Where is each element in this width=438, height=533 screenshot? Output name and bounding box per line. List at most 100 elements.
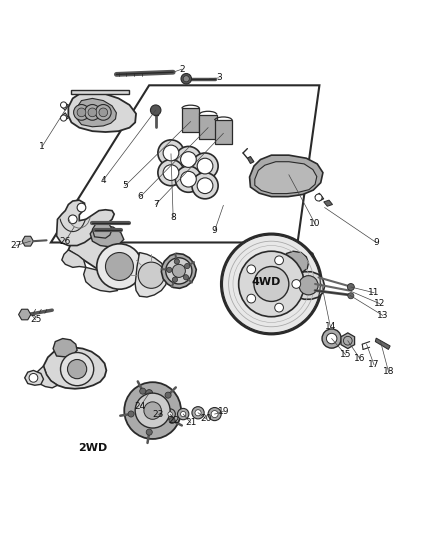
Circle shape [88, 108, 97, 117]
Text: 9: 9 [373, 238, 379, 247]
Polygon shape [84, 268, 118, 292]
Polygon shape [315, 193, 324, 201]
Circle shape [138, 262, 164, 288]
Circle shape [169, 417, 175, 424]
Circle shape [146, 390, 152, 397]
Polygon shape [92, 222, 112, 238]
Circle shape [174, 259, 180, 264]
Circle shape [168, 412, 172, 416]
Circle shape [192, 173, 218, 199]
Text: 2WD: 2WD [78, 443, 107, 453]
Circle shape [124, 382, 181, 439]
Circle shape [140, 388, 146, 394]
Circle shape [155, 410, 164, 418]
Text: 27: 27 [10, 241, 21, 250]
Polygon shape [18, 309, 31, 320]
Polygon shape [290, 272, 325, 299]
Polygon shape [62, 250, 86, 268]
Circle shape [247, 294, 256, 303]
Circle shape [180, 152, 196, 167]
Text: 4: 4 [100, 175, 106, 184]
Text: 11: 11 [368, 288, 380, 297]
Circle shape [172, 264, 185, 277]
Circle shape [192, 153, 218, 179]
Polygon shape [215, 120, 232, 144]
Text: 21: 21 [185, 418, 196, 427]
Text: 18: 18 [383, 367, 394, 376]
Text: 8: 8 [170, 213, 176, 222]
Text: 19: 19 [218, 407, 229, 416]
Circle shape [172, 277, 177, 282]
Circle shape [315, 194, 322, 201]
Text: 16: 16 [354, 354, 365, 362]
Circle shape [163, 165, 179, 181]
Polygon shape [161, 253, 196, 288]
Circle shape [322, 329, 341, 348]
Polygon shape [22, 236, 33, 246]
Circle shape [158, 159, 184, 185]
Polygon shape [53, 338, 77, 357]
Polygon shape [341, 333, 355, 349]
Circle shape [180, 171, 196, 187]
Circle shape [192, 407, 204, 419]
Circle shape [97, 244, 142, 289]
Circle shape [77, 108, 86, 117]
Polygon shape [62, 113, 68, 120]
Circle shape [177, 408, 189, 420]
Text: 14: 14 [325, 322, 336, 331]
Circle shape [77, 203, 86, 212]
Circle shape [247, 265, 256, 274]
Text: 4WD: 4WD [252, 277, 281, 287]
Text: 23: 23 [152, 409, 163, 418]
Polygon shape [287, 248, 315, 270]
Polygon shape [324, 200, 332, 206]
Circle shape [175, 166, 201, 192]
Polygon shape [135, 253, 167, 297]
Text: 26: 26 [60, 237, 71, 246]
Text: 5: 5 [122, 181, 128, 190]
Polygon shape [182, 108, 199, 133]
Circle shape [163, 145, 179, 161]
Polygon shape [68, 235, 148, 280]
Circle shape [208, 408, 221, 421]
Circle shape [184, 274, 189, 280]
Circle shape [181, 74, 191, 84]
Circle shape [166, 258, 192, 284]
Circle shape [158, 140, 184, 166]
Text: 17: 17 [368, 360, 380, 369]
Circle shape [146, 429, 152, 435]
Text: 3: 3 [216, 74, 222, 83]
Polygon shape [255, 161, 317, 193]
Circle shape [165, 392, 171, 398]
Circle shape [106, 253, 134, 280]
Circle shape [197, 178, 213, 193]
Polygon shape [57, 200, 114, 246]
Text: 15: 15 [340, 350, 351, 359]
Circle shape [347, 284, 354, 290]
Circle shape [60, 352, 94, 386]
Circle shape [254, 266, 289, 302]
Circle shape [183, 76, 189, 82]
Circle shape [135, 393, 170, 428]
Circle shape [74, 104, 89, 120]
Circle shape [60, 115, 67, 121]
Text: 22: 22 [169, 416, 180, 425]
Polygon shape [199, 115, 217, 139]
Circle shape [343, 336, 352, 345]
Polygon shape [43, 348, 106, 389]
Circle shape [167, 267, 172, 272]
Circle shape [158, 413, 162, 416]
Text: 6: 6 [138, 192, 143, 201]
Circle shape [326, 333, 337, 344]
Text: 9: 9 [212, 226, 218, 235]
Text: 25: 25 [30, 315, 41, 324]
Polygon shape [247, 157, 254, 164]
Polygon shape [375, 338, 390, 350]
Circle shape [239, 251, 304, 317]
Polygon shape [25, 370, 43, 385]
Circle shape [67, 359, 87, 379]
Text: 13: 13 [377, 311, 389, 320]
Polygon shape [68, 93, 136, 132]
Circle shape [275, 256, 283, 265]
Polygon shape [77, 99, 117, 127]
